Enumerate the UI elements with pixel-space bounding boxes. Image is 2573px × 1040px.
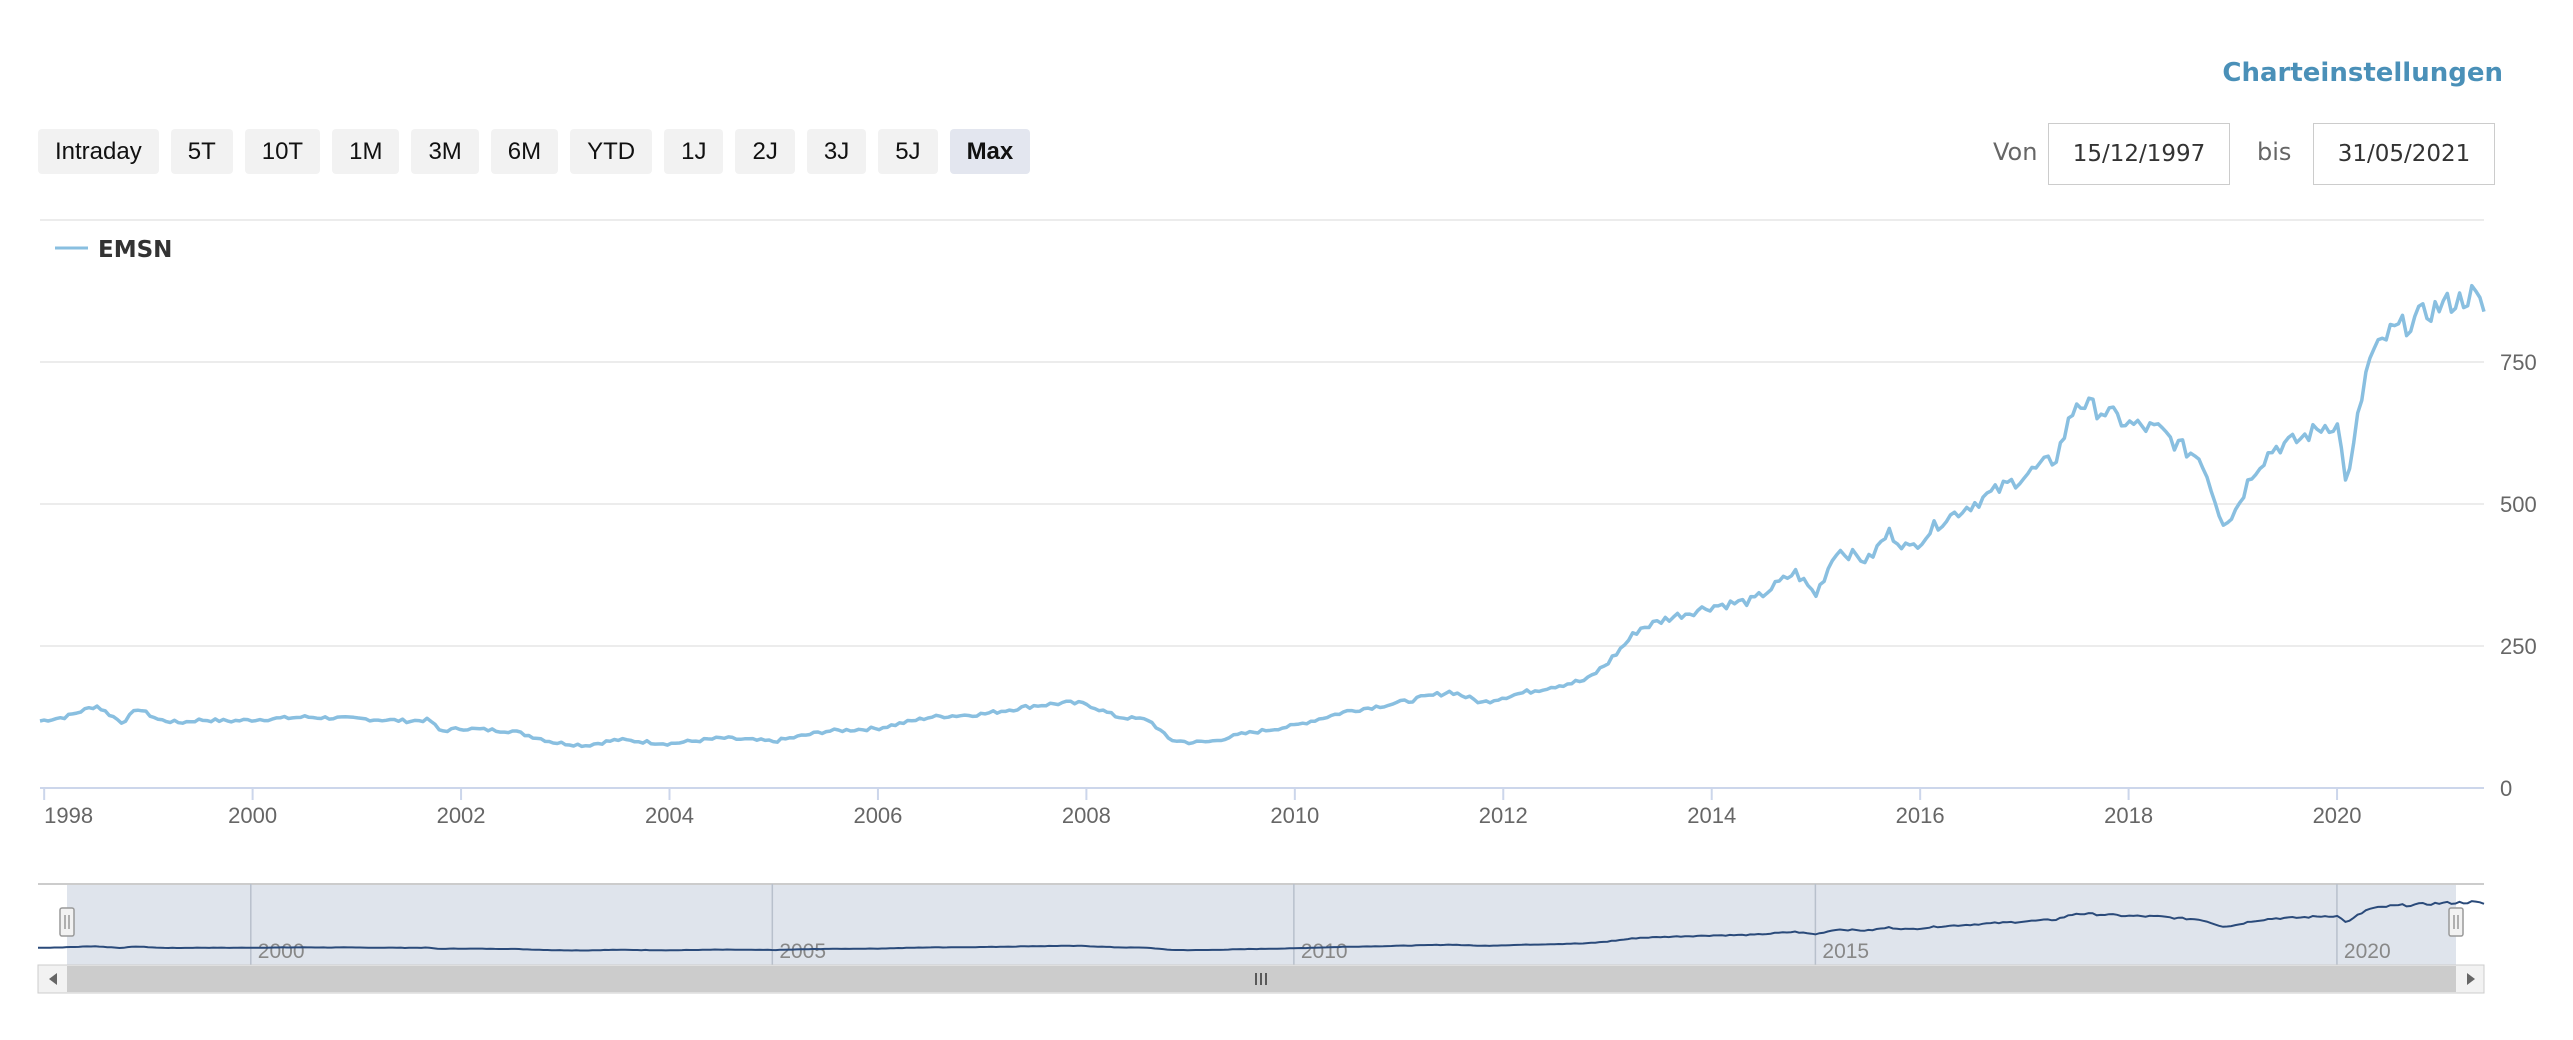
range-button-max[interactable]: Max	[949, 129, 1031, 174]
scroll-right-arrow-icon[interactable]	[2467, 973, 2475, 985]
range-selector: Intraday 5T 10T 1M 3M 6M YTD 1J 2J 3J 5J Max	[38, 129, 1031, 174]
navigator-tick-label: 2005	[779, 940, 826, 963]
to-label: bis	[2257, 138, 2292, 166]
range-button-6m[interactable]: 6M	[490, 129, 559, 174]
range-button-1j[interactable]: 1J	[664, 129, 724, 174]
x-tick-label: 2010	[1270, 803, 1319, 828]
x-tick-label: 1998	[44, 803, 93, 828]
navigator-scrollbar[interactable]	[37, 964, 2485, 994]
x-tick-label: 2016	[1896, 803, 1945, 828]
range-button-1m[interactable]: 1M	[332, 129, 400, 174]
y-tick-label: 750	[2500, 350, 2537, 375]
scroll-left-arrow-icon[interactable]	[49, 973, 57, 985]
range-button-5j[interactable]: 5J	[878, 129, 938, 174]
grid-lines	[40, 219, 2484, 789]
y-tick-label: 0	[2500, 776, 2512, 801]
navigator-handle-right[interactable]	[2448, 907, 2464, 937]
x-tick-label: 2006	[853, 803, 902, 828]
from-date-input[interactable]: 15/12/1997	[2048, 123, 2230, 185]
range-button-10t[interactable]: 10T	[244, 129, 321, 174]
range-button-2j[interactable]: 2J	[735, 129, 795, 174]
navigator-series-line	[37, 900, 2485, 952]
y-tick-label: 500	[2500, 492, 2537, 517]
navigator-selection[interactable]	[67, 884, 2456, 965]
legend: EMSN	[55, 237, 172, 263]
navigator-handle-left[interactable]	[59, 907, 75, 937]
range-button-intraday[interactable]: Intraday	[38, 129, 159, 174]
series-line-emsn[interactable]	[39, 283, 2486, 749]
range-button-ytd[interactable]: YTD	[570, 129, 653, 174]
range-button-3j[interactable]: 3J	[806, 129, 867, 174]
chart-settings-link[interactable]: Charteinstellungen	[2222, 58, 2503, 88]
range-button-3m[interactable]: 3M	[411, 129, 479, 174]
legend-label-emsn[interactable]: EMSN	[98, 237, 172, 263]
scrollbar-grip-icon	[1255, 973, 1267, 985]
x-tick-label: 2008	[1062, 803, 1111, 828]
x-tick-label: 2002	[437, 803, 486, 828]
x-tick-label: 2014	[1687, 803, 1736, 828]
navigator-tick-label: 2020	[2344, 940, 2391, 963]
x-tick-label: 2020	[2313, 803, 2362, 828]
navigator-tick-label: 2010	[1301, 940, 1348, 963]
navigator-tick-label: 2015	[1822, 940, 1869, 963]
y-tick-label: 250	[2500, 634, 2537, 659]
from-label: Von	[1993, 138, 2038, 166]
x-tick-label: 2000	[228, 803, 277, 828]
x-axis-labels: 1998 2000 2002 2004 2006 2008 2010 2012 2014 2016…	[43, 788, 2362, 828]
x-tick-label: 2004	[645, 803, 694, 828]
range-button-5t[interactable]: 5T	[170, 129, 233, 174]
series-layer	[39, 283, 2486, 749]
navigator[interactable]: 2000 2005 2010 2015 2020	[37, 883, 2485, 994]
x-tick-label: 2012	[1479, 803, 1528, 828]
y-axis-labels: 0 250 500 750	[2500, 350, 2537, 801]
navigator-tick-label: 2000	[258, 940, 305, 963]
x-tick-label: 2018	[2104, 803, 2153, 828]
to-date-input[interactable]: 31/05/2021	[2313, 123, 2495, 185]
